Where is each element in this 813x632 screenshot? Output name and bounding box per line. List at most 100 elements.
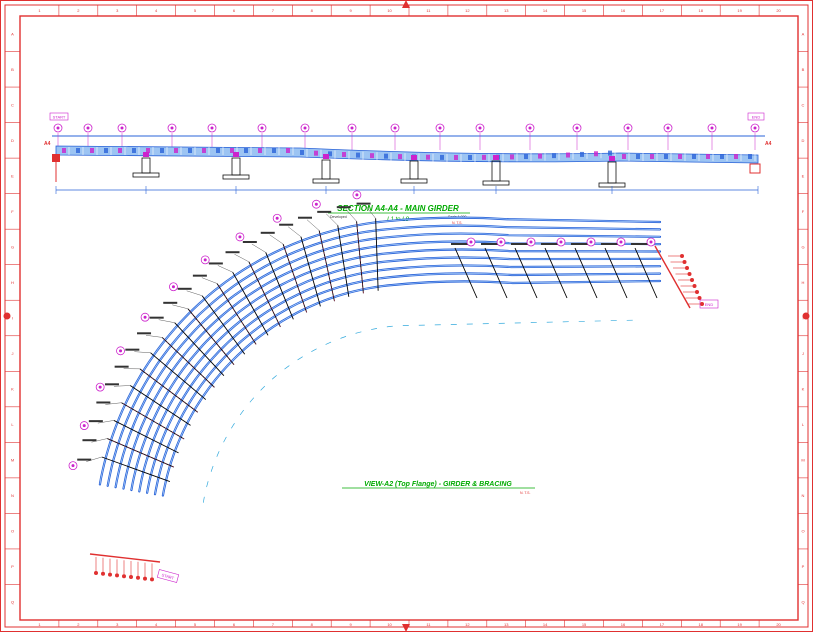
plan-start-supports: [89, 553, 161, 582]
column-number-top: 9: [350, 8, 353, 13]
column-number-bottom: 7: [272, 622, 275, 627]
bearing-mark: [687, 272, 692, 276]
bearing-mark: [692, 284, 697, 288]
brace-tag: [177, 287, 192, 290]
brace-tag: [82, 439, 97, 442]
column-number-bottom: 13: [504, 622, 509, 627]
svg-text:START: START: [161, 572, 175, 580]
cross-brace: [113, 420, 179, 454]
view-top-flange-plan: START END VIEW-A2 (Top Flange) - GIRDER …: [68, 190, 719, 583]
brace-tag: [149, 316, 164, 319]
bearing-mark: [150, 577, 154, 582]
cross-brace: [454, 247, 478, 299]
bearing-mark: [115, 573, 119, 578]
brace-tag: [481, 243, 499, 245]
view-title: VIEW-A2 (Top Flange) - GIRDER & BRACING: [364, 481, 512, 488]
pier-footing: [400, 178, 428, 184]
girder-line: [114, 232, 662, 489]
brace-tag: [511, 243, 529, 245]
svg-text:END: END: [752, 115, 761, 120]
cross-brace: [544, 247, 568, 299]
brace-tag: [297, 216, 312, 219]
brace-tag: [631, 243, 649, 245]
dimension-arc: [202, 319, 641, 503]
column-number-bottom: 2: [77, 622, 80, 627]
cross-brace: [129, 385, 191, 426]
row-letter-left: O: [11, 529, 14, 534]
column-number-top: 2: [77, 8, 80, 13]
brace-tag: [242, 240, 257, 243]
brace-tag: [541, 243, 559, 245]
girder-splice-marks: [62, 147, 756, 162]
cross-brace: [101, 456, 171, 482]
column-number-top: 5: [194, 8, 197, 13]
brace-tag: [225, 251, 240, 254]
column-number-top: 10: [387, 8, 392, 13]
column-number-bottom: 14: [543, 622, 548, 627]
row-letter-left: H: [11, 280, 14, 285]
cross-brace: [232, 271, 269, 336]
section-scale: N. T.S.: [452, 221, 462, 225]
girder-line: [153, 272, 662, 496]
row-letter-right: B: [802, 67, 805, 72]
row-letter-right: L: [802, 422, 805, 427]
brace-tag: [137, 332, 152, 335]
row-letter-left: G: [11, 244, 14, 249]
pier-footing: [222, 174, 250, 180]
row-letter-right: F: [802, 209, 805, 214]
section-end-tag: END: [747, 112, 765, 121]
brace-tag: [571, 243, 589, 245]
cross-brace: [574, 247, 598, 299]
row-letter-right: C: [802, 102, 805, 107]
bearing-mark: [101, 571, 105, 576]
plan-girder-lines: [98, 216, 662, 497]
row-letter-right: K: [802, 387, 805, 392]
bearing-mark: [122, 574, 126, 579]
column-number-top: 4: [155, 8, 158, 13]
plan-dimension-arc: [202, 319, 641, 503]
brace-tag: [114, 365, 129, 368]
bearing-mark: [680, 254, 684, 258]
pier-column: [321, 159, 331, 180]
row-letter-right: M: [801, 458, 804, 463]
column-number-bottom: 15: [582, 622, 587, 627]
frame-labels: 1122334455667788991010111112121313141415…: [11, 8, 805, 627]
brace-tag: [336, 206, 351, 209]
bearing-mark: [136, 575, 140, 580]
column-number-top: 7: [272, 8, 275, 13]
view-scale: N. T.S.: [520, 491, 530, 495]
column-number-top: 13: [504, 8, 509, 13]
column-number-bottom: 8: [311, 622, 314, 627]
girder-line: [146, 264, 662, 494]
bearing-mark: [143, 576, 147, 581]
brace-tag: [163, 301, 178, 304]
brace-tag: [208, 262, 223, 265]
bottom-dimensions: [55, 186, 759, 194]
svg-text:END: END: [705, 302, 714, 307]
column-number-top: 20: [776, 8, 781, 13]
brace-tag: [260, 231, 275, 234]
cross-brace: [265, 252, 294, 320]
brace-tag: [451, 243, 469, 245]
bearing-mark: [108, 572, 112, 577]
column-number-bottom: 12: [465, 622, 470, 627]
brace-tag: [317, 210, 332, 213]
column-number-bottom: 10: [387, 622, 392, 627]
row-letter-right: E: [802, 173, 805, 178]
cross-brace: [174, 322, 225, 377]
column-number-top: 8: [311, 8, 314, 13]
column-number-top: 1: [38, 8, 41, 13]
row-letter-right: I: [802, 316, 803, 321]
bearing-mark: [697, 296, 702, 300]
bearing-mark: [700, 302, 704, 306]
column-number-bottom: 9: [350, 622, 353, 627]
column-number-top: 19: [737, 8, 742, 13]
svg-text:START: START: [53, 115, 66, 120]
row-letter-right: O: [801, 529, 804, 534]
column-number-top: 18: [699, 8, 704, 13]
column-number-bottom: 18: [699, 622, 704, 627]
brace-tag: [96, 401, 111, 404]
bearing-mark: [695, 290, 699, 294]
row-letter-left: Q: [11, 600, 14, 605]
